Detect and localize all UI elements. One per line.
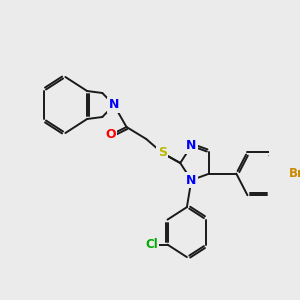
Text: O: O (105, 128, 116, 142)
Text: S: S (158, 146, 167, 160)
Text: N: N (186, 140, 197, 152)
Text: N: N (186, 174, 197, 187)
Text: Br: Br (289, 167, 300, 180)
Text: Cl: Cl (145, 238, 158, 251)
Text: N: N (109, 98, 119, 112)
